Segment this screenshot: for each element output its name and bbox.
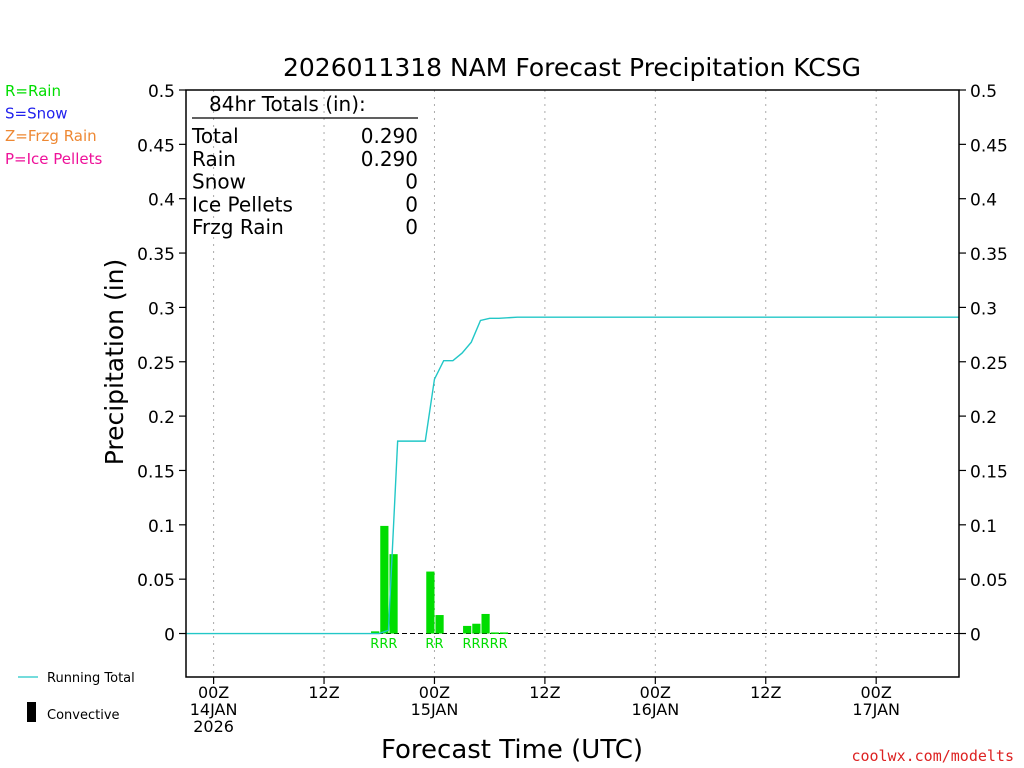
precip-bar — [472, 623, 481, 634]
y-tick-label-left: 0.2 — [148, 408, 175, 428]
precip-bar — [463, 625, 472, 634]
x-tick-label: 00Z — [198, 683, 229, 702]
precip-bar — [481, 613, 490, 634]
x-tick-label: 15JAN — [411, 700, 459, 719]
totals-row-value: 0 — [405, 170, 418, 194]
convective-legend-swatch — [27, 702, 36, 722]
precip-bar — [380, 525, 389, 634]
precip-bar — [490, 632, 499, 634]
y-tick-label-right: 0 — [970, 626, 981, 646]
precip-bar — [499, 632, 509, 634]
totals-heading: 84hr Totals (in): — [209, 92, 366, 116]
y-tick-label-right: 0.1 — [970, 517, 997, 537]
y-tick-label-left: 0.5 — [148, 82, 175, 102]
running-total-line-group — [186, 316, 959, 635]
y-tick-label-left: 0.05 — [137, 571, 175, 591]
x-tick-label: 14JAN — [190, 700, 238, 719]
totals-row-value: 0.290 — [361, 124, 418, 148]
x-tick-label: 12Z — [529, 683, 560, 702]
precip-type-label: RRRRR — [462, 637, 507, 652]
totals-row-label: Snow — [192, 170, 246, 194]
y-tick-label-right: 0.4 — [970, 191, 997, 211]
y-axis-ticks: 0 00.05 0.050.1 0.10.15 0.150.2 0.20.25 0.250.… — [137, 82, 1008, 646]
convective-legend-label: Convective — [47, 708, 120, 723]
x-tick-label: 12Z — [308, 683, 339, 702]
y-tick-label-right: 0.2 — [970, 408, 997, 428]
totals-row-label: Rain — [192, 147, 236, 171]
y-tick-label-left: 0.4 — [148, 191, 175, 211]
totals-row-label: Total — [191, 124, 239, 148]
type-legend-item: P=Ice Pellets — [5, 150, 102, 168]
totals-row-label: Frzg Rain — [192, 215, 284, 239]
y-tick-label-right: 0.15 — [970, 462, 1008, 482]
precip-bar — [371, 631, 380, 634]
precip-bar — [389, 554, 398, 634]
y-tick-label-right: 0.45 — [970, 136, 1008, 156]
y-tick-label-left: 0.3 — [148, 299, 175, 319]
y-tick-label-right: 0.05 — [970, 571, 1008, 591]
x-axis-label: Forecast Time (UTC) — [381, 735, 643, 765]
totals-row-value: 0.290 — [361, 147, 418, 171]
totals-rows: Total 0.290 Rain 0.290 Snow 0 Ice Pellets 0 Frzg… — [191, 124, 418, 239]
precip-type-label: RR — [425, 637, 443, 652]
precipitation-bars — [371, 525, 509, 634]
x-tick-label: 17JAN — [852, 700, 900, 719]
x-tick-label: 00Z — [861, 683, 892, 702]
vertical-gridlines — [186, 90, 959, 677]
precip-type-label: RRR — [370, 637, 397, 652]
x-tick-label: 2026 — [193, 717, 234, 736]
totals-row-label: Ice Pellets — [192, 192, 293, 216]
totals-row-value: 0 — [405, 215, 418, 239]
running-total-legend-label: Running Total — [47, 671, 135, 686]
plot-frame — [185, 89, 960, 678]
y-tick-label-right: 0.35 — [970, 245, 1008, 265]
type-legend-item: S=Snow — [5, 105, 68, 123]
type-legend-item: Z=Frzg Rain — [5, 127, 97, 145]
type-legend-item: R=Rain — [5, 82, 61, 100]
x-tick-label: 16JAN — [631, 700, 679, 719]
y-tick-label-left: 0.45 — [137, 136, 175, 156]
precip-bar — [435, 615, 444, 634]
precip-type-labels: RRR RR RRRRR — [370, 637, 507, 652]
y-tick-label-left: 0 — [164, 626, 175, 646]
running-total-line — [186, 316, 959, 635]
chart-title: 2026011318 NAM Forecast Precipitation KC… — [283, 53, 861, 82]
y-tick-label-left: 0.15 — [137, 462, 175, 482]
precip-bar — [426, 571, 435, 634]
totals-box: 84hr Totals (in): Total 0.290 Rain 0.290 Sno… — [191, 92, 418, 239]
y-tick-label-left: 0.1 — [148, 517, 175, 537]
x-tick-label: 12Z — [750, 683, 781, 702]
totals-row-value: 0 — [405, 192, 418, 216]
y-tick-label-right: 0.3 — [970, 299, 997, 319]
y-tick-label-right: 0.25 — [970, 354, 1008, 374]
y-tick-label-right: 0.5 — [970, 82, 997, 102]
x-tick-label: 00Z — [640, 683, 671, 702]
x-tick-label: 00Z — [419, 683, 450, 702]
precip-type-legend: R=Rain S=Snow Z=Frzg Rain P=Ice Pellets — [5, 82, 102, 168]
y-tick-label-left: 0.35 — [137, 245, 175, 265]
y-tick-label-left: 0.25 — [137, 354, 175, 374]
bottom-legend: Running Total Convective — [18, 671, 135, 723]
y-axis-label: Precipitation (in) — [100, 259, 129, 466]
credit-link: coolwx.com/modelts — [851, 747, 1014, 765]
